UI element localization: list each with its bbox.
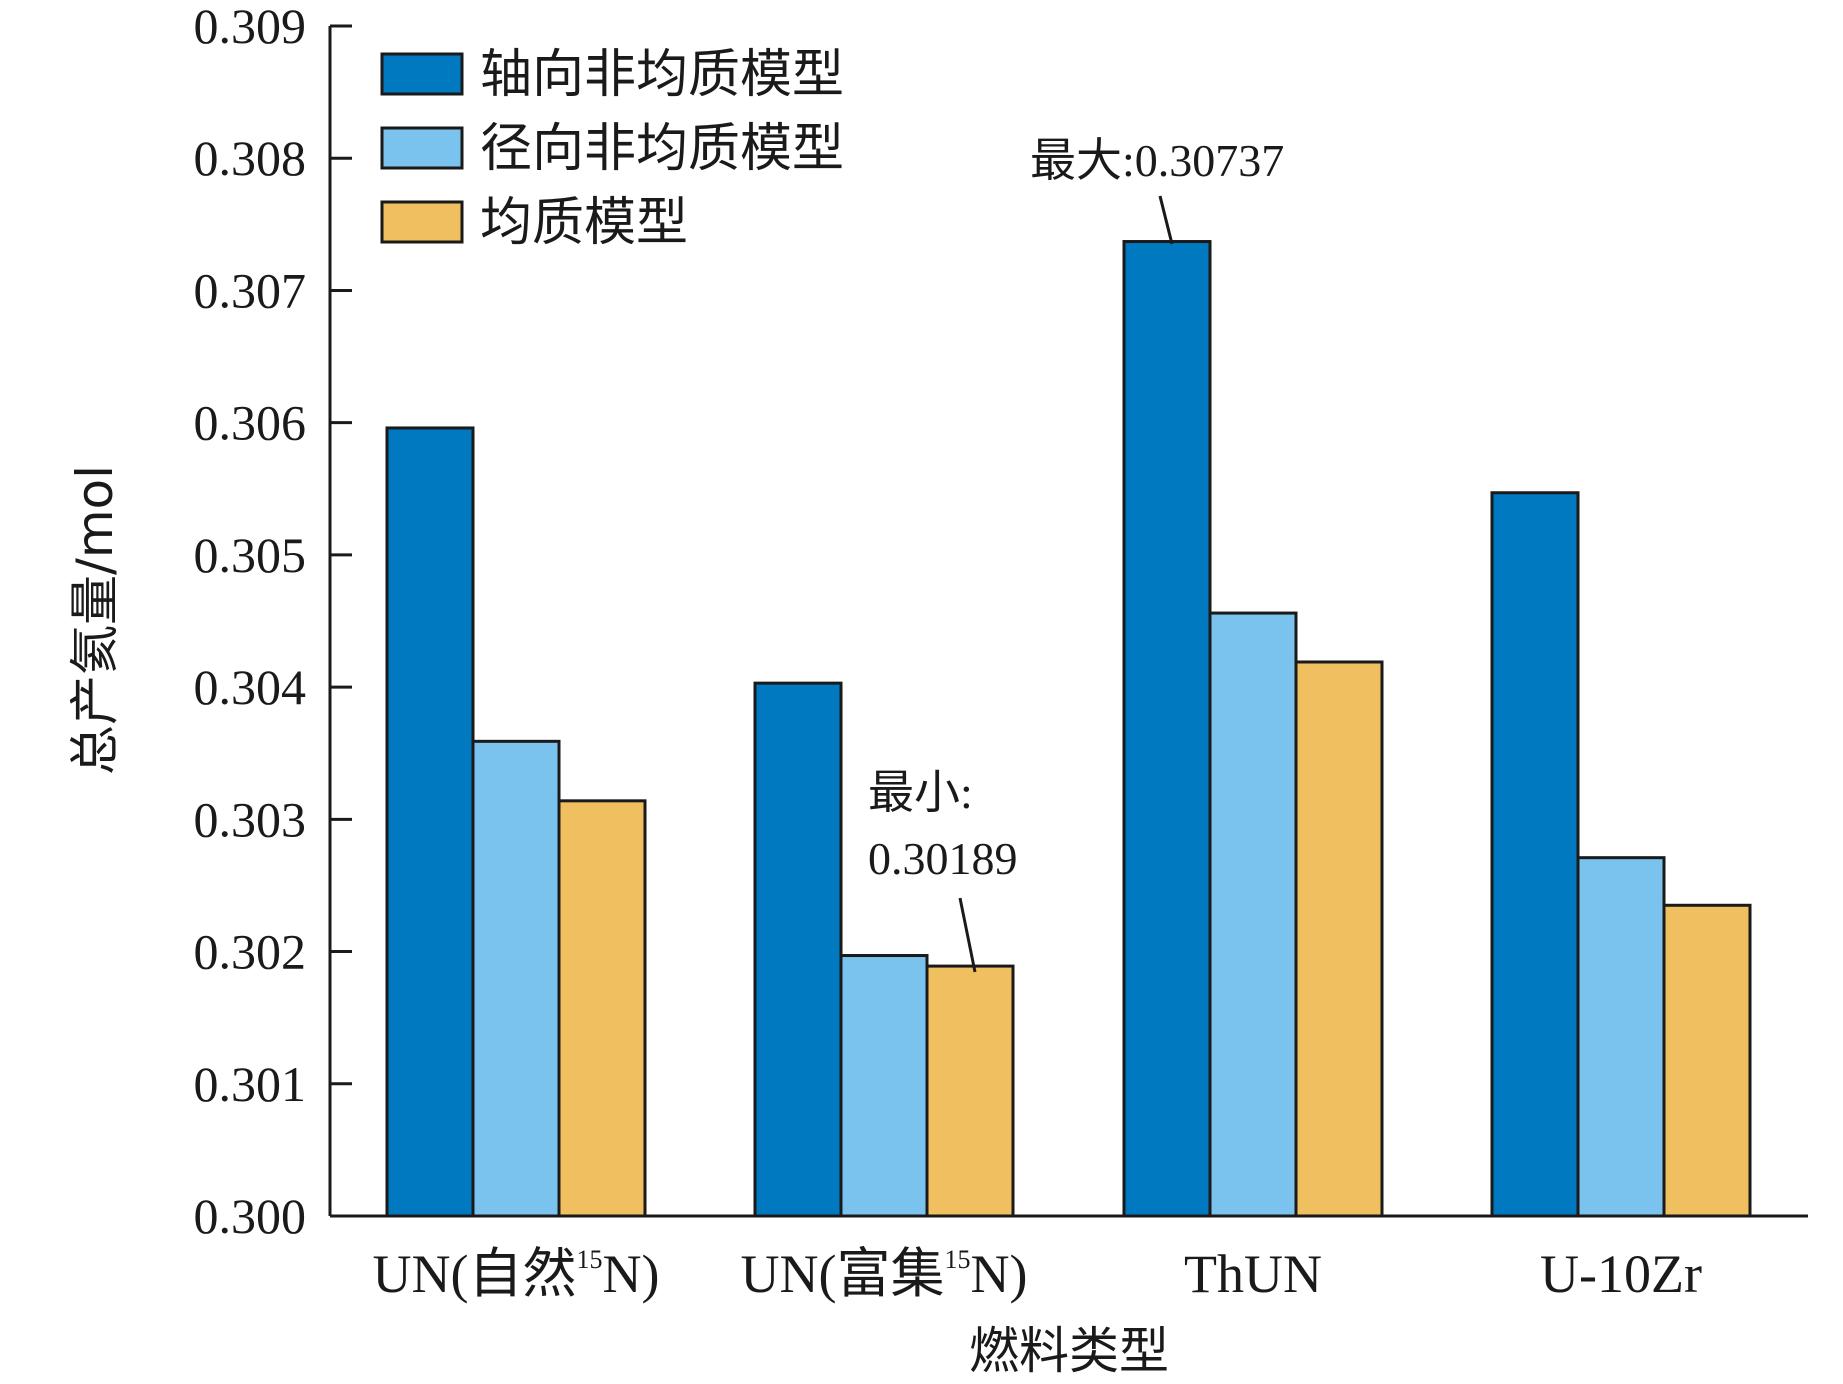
bar-series0-cat2 [1122,240,1212,1218]
y-tick-label: 0.303 [194,791,307,847]
annotation-max-text: 最大:0.30737 [1030,135,1284,186]
x-tick-label-main: UN(自然 [373,1244,577,1304]
bar-series2-cat3 [1662,903,1752,1218]
legend-swatch [380,200,464,244]
x-tick-label-tail: N) [971,1244,1028,1304]
bar-series1-cat1 [839,954,929,1218]
axes [328,26,1808,1218]
legend-label: 均质模型 [480,193,688,253]
y-tick-label: 0.300 [194,1188,307,1244]
y-tick-label: 0.301 [194,1056,307,1112]
y-tick-label: 0.307 [194,262,307,318]
bar-series1-cat0 [471,739,561,1218]
legend-swatch [380,52,464,96]
bar-series1-cat2 [1208,611,1298,1218]
bar-series1-cat3 [1576,856,1666,1218]
bar-series2-cat1 [925,964,1015,1218]
legend-label: 径向非均质模型 [480,119,844,179]
x-tick-label-main: UN(富集 [741,1244,945,1304]
y-tick-label: 0.309 [194,0,307,54]
x-tick-label-tail: N) [603,1244,660,1304]
legend-label: 轴向非均质模型 [480,45,844,105]
y-tick-label: 0.305 [194,527,307,583]
y-tick-label: 0.304 [194,659,307,715]
bar-series2-cat0 [557,799,647,1218]
annotation-min-text: 最小: [868,767,973,818]
x-tick-label-main: ThUN [1184,1244,1322,1304]
y-axis-title: 总产氦量/mol [66,465,124,775]
x-axis-title: 燃料类型 [969,1322,1169,1380]
bar-series2-cat2 [1294,660,1384,1218]
x-tick-label-main: U-10Zr [1540,1244,1702,1304]
bar-series0-cat3 [1490,491,1580,1218]
y-tick-label: 0.302 [194,924,307,980]
y-tick-label: 0.306 [194,395,307,451]
x-axis-tick-labels: UN(自然15N) UN(富集15N) ThUN U-10Zr [373,1244,1702,1304]
annotation-min-leader [958,897,977,973]
x-tick-label: UN(自然15N) [373,1244,660,1304]
x-tick-label: UN(富集15N) [741,1244,1028,1304]
annotation-max-leader [1158,195,1174,245]
y-axis-ticks: 0.300 0.301 0.302 0.303 0.304 0.305 0.306 0.307… [194,0,352,1244]
bars [385,240,1752,1218]
x-tick-label-sup: 15 [577,1245,603,1274]
annotation-min-text: 0.30189 [868,833,1018,884]
annotations: 最大:0.30737 最小: 0.30189 [868,135,1284,973]
bar-series0-cat1 [753,681,843,1218]
x-tick-label-sup: 15 [945,1245,971,1274]
bar-series0-cat0 [385,426,475,1218]
x-tick-label: U-10Zr [1540,1244,1702,1304]
y-tick-label: 0.308 [194,130,307,186]
legend-swatch [380,126,464,170]
x-tick-label: ThUN [1184,1244,1322,1304]
